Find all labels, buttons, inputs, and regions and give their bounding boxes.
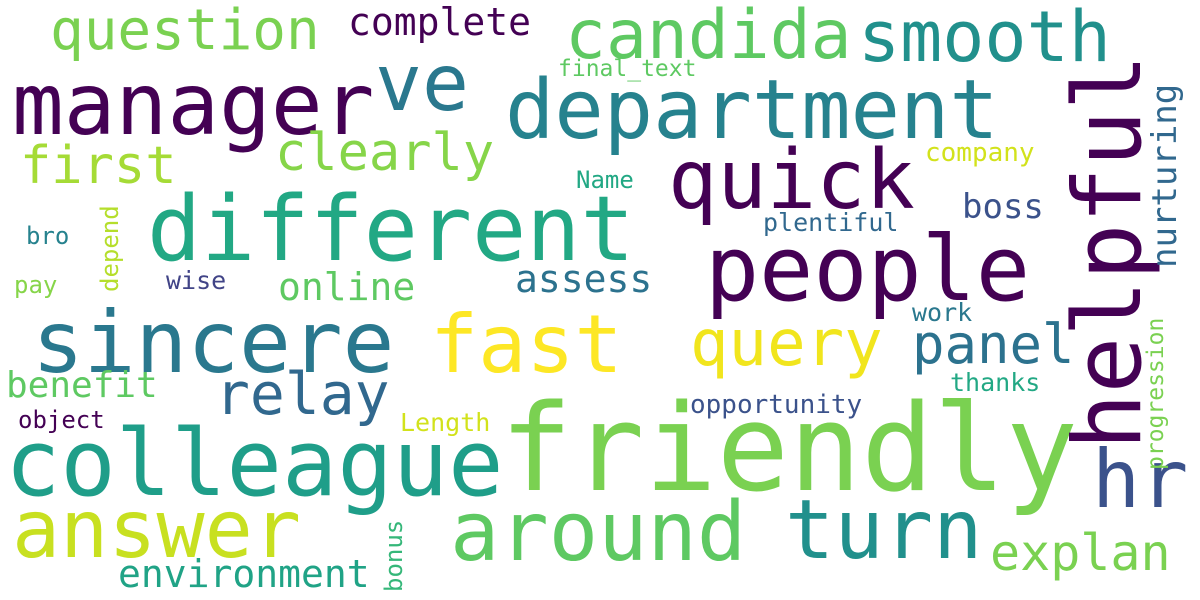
word-complete: complete bbox=[348, 0, 532, 44]
word-people: people bbox=[705, 217, 1031, 322]
word-length: Length bbox=[400, 408, 491, 437]
word-environment: environment bbox=[118, 552, 370, 596]
word-department: department bbox=[505, 63, 999, 158]
word-work: work bbox=[912, 298, 973, 327]
word-fast: fast bbox=[430, 298, 623, 391]
word-opportunity: opportunity bbox=[690, 390, 863, 420]
word-depend: depend bbox=[96, 205, 124, 292]
word-query: query bbox=[690, 307, 883, 381]
word-bro: bro bbox=[26, 222, 70, 250]
word-assess: assess bbox=[515, 257, 653, 301]
word-plentiful: plentiful bbox=[763, 208, 899, 237]
word-first: first bbox=[20, 136, 177, 196]
word-quick: quick bbox=[668, 133, 915, 228]
word-clearly: clearly bbox=[275, 123, 495, 183]
word-question: question bbox=[50, 0, 320, 63]
word-nurturing: nurturing bbox=[1145, 83, 1185, 268]
word-bonus: bonus bbox=[380, 519, 408, 592]
word-ve: ve bbox=[375, 39, 469, 129]
word-pay: pay bbox=[14, 271, 58, 299]
word-relay: relay bbox=[215, 360, 390, 428]
word-progression: progression bbox=[1143, 317, 1169, 470]
word-different: different bbox=[147, 177, 635, 282]
word-around: around bbox=[450, 485, 747, 580]
word-friendly: friendly bbox=[500, 380, 1078, 519]
word-sincere: sincere bbox=[32, 293, 395, 393]
word-candida: candida bbox=[565, 0, 852, 75]
word-smooth: smooth bbox=[858, 0, 1111, 78]
word-online: online bbox=[278, 265, 416, 309]
word-wise: wise bbox=[166, 266, 227, 295]
word-company: company bbox=[925, 138, 1035, 168]
word-manager: manager bbox=[12, 55, 375, 155]
word-benefit: benefit bbox=[6, 365, 158, 406]
word-helpful: helpful bbox=[1054, 53, 1163, 450]
word-colleague: colleague bbox=[5, 410, 504, 517]
word-hr: hr bbox=[1092, 433, 1189, 526]
word-final-text: final_text bbox=[558, 56, 697, 82]
word-boss: boss bbox=[962, 187, 1044, 227]
word-explan: explan bbox=[990, 524, 1171, 582]
word-panel: panel bbox=[912, 313, 1075, 376]
word-name: Name bbox=[576, 166, 634, 194]
word-answer: answer bbox=[12, 483, 301, 576]
word-thanks: thanks bbox=[950, 368, 1041, 397]
word-object: object bbox=[18, 406, 105, 434]
word-turn: turn bbox=[785, 483, 983, 578]
